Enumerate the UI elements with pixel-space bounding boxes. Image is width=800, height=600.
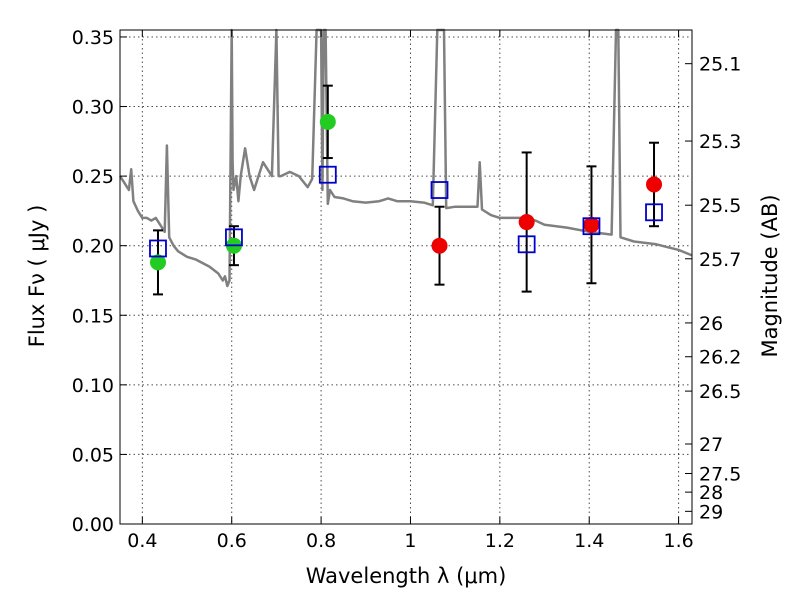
ticks <box>120 30 692 525</box>
y-right-tick-label: 27.5 <box>699 463 741 485</box>
y-tick-label: 0.00 <box>72 514 114 536</box>
y-right-tick-label: 27 <box>699 434 723 456</box>
photometry-point <box>646 176 663 193</box>
y-tick-label: 0.30 <box>72 97 114 119</box>
y-tick-label: 0.25 <box>72 166 114 188</box>
y-right-tick-label: 25.5 <box>699 195 741 217</box>
y-right-tick-label: 26.2 <box>699 347 741 369</box>
y-right-tick-label: 28 <box>699 482 723 504</box>
y-tick-label: 0.10 <box>72 375 114 397</box>
y-right-tick-label: 26.5 <box>699 381 741 403</box>
tick-labels: 0.4 0.6 0.8 1 1.2 1.4 1.6 0.00 0.05 0.10 0.15 0.20 0… <box>72 27 742 552</box>
model-photometry-point <box>430 181 449 199</box>
x-axis-label: Wavelength λ (μm) <box>306 564 507 588</box>
x-tick-label: 1 <box>404 530 416 552</box>
photometry-point <box>149 254 166 271</box>
grid <box>120 30 692 525</box>
spectrum-layer <box>118 28 693 288</box>
y-right-tick-label: 25.7 <box>699 249 741 271</box>
x-tick-label: 1.2 <box>485 530 515 552</box>
y-tick-label: 0.20 <box>72 236 114 258</box>
y-tick-label: 0.05 <box>72 444 114 466</box>
x-tick-label: 0.8 <box>306 530 336 552</box>
photometry-point <box>431 237 448 254</box>
plot-frame <box>119 29 693 525</box>
photometry-point <box>583 216 600 233</box>
spectrum-line <box>118 28 693 288</box>
x-tick-label: 0.4 <box>127 530 157 552</box>
model-photometry-point <box>318 165 337 184</box>
photometry-point <box>319 113 336 130</box>
model-photometry-point <box>149 239 167 258</box>
x-tick-label: 0.6 <box>217 530 247 552</box>
y-right-tick-label: 25.1 <box>699 54 741 76</box>
model-photometry-point <box>517 235 536 254</box>
photometry-point <box>518 214 535 231</box>
marker-layer <box>149 113 663 271</box>
y-right-tick-label: 26 <box>699 313 723 335</box>
model-photometry-point <box>645 203 663 222</box>
model-photometry-point <box>582 217 601 236</box>
y-right-tick-label: 25.3 <box>699 131 741 153</box>
y-tick-label: 0.35 <box>72 27 114 49</box>
y-axis-label: Flux Fν ( μJy ) <box>25 205 49 348</box>
y-tick-label: 0.15 <box>72 305 114 327</box>
y-right-tick-label: 29 <box>699 501 723 523</box>
model-photometry-point <box>225 228 243 247</box>
x-tick-label: 1.6 <box>663 530 693 552</box>
y-axis-right-label: Magnitude (AB) <box>758 194 782 357</box>
x-tick-label: 1.4 <box>574 530 604 552</box>
